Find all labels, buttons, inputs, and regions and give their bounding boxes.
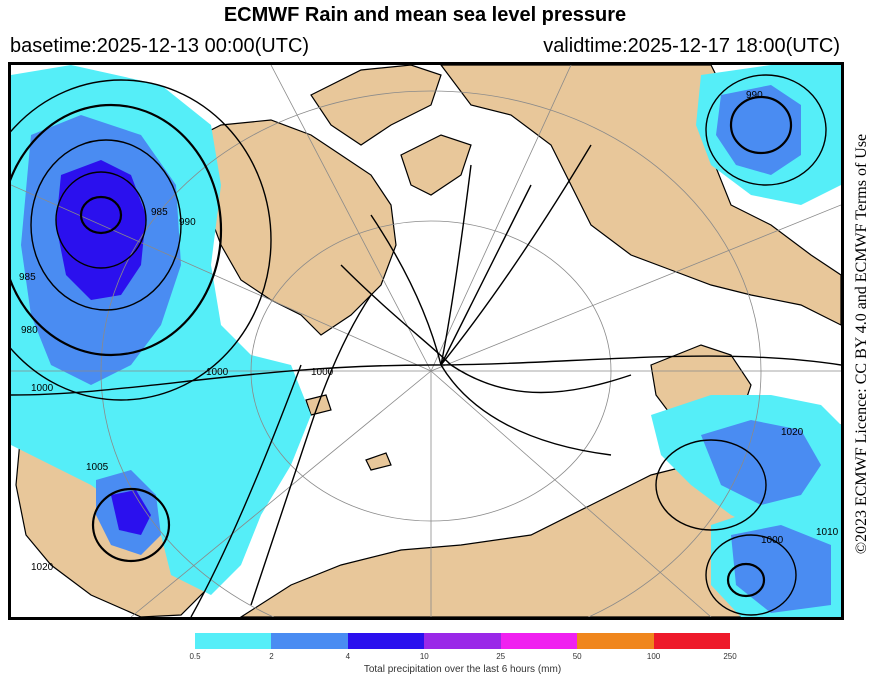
ellesmere-fragment (400, 134, 472, 196)
isobar-label: 980 (21, 325, 38, 336)
legend-swatch (271, 633, 348, 649)
isobar-label: 1020 (31, 562, 54, 573)
legend-ticks: 0.5 2 4 10 25 50 100 250 (189, 652, 736, 664)
isobar-label: 1000 (206, 367, 229, 378)
legend-title: Total precipitation over the last 6 hour… (363, 664, 562, 675)
validtime-label: validtime:2025-12-17 18:00(UTC) (543, 35, 840, 57)
isobar-layer (11, 74, 841, 617)
basetime-label: basetime:2025-12-13 00:00(UTC) (10, 35, 310, 57)
small-island-2 (365, 452, 392, 471)
map-title: ECMWF Rain and mean sea level pressure (223, 4, 627, 26)
isobar-label: 1020 (781, 427, 804, 438)
greenland (180, 119, 397, 336)
licence-label: ©2023 ECMWF Licence: CC BY 4.0 and ECMWF… (853, 133, 870, 555)
graticule (11, 65, 841, 617)
legend-tick: 250 (723, 652, 737, 661)
legend-tick: 50 (572, 652, 582, 661)
rain-moderate-siberia (701, 420, 821, 505)
legend-tick: 4 (345, 652, 351, 661)
rain-heavy-baltic (111, 490, 151, 535)
forecast-map[interactable]: 990 985 990 985 1000 1000 1005 1020 980 … (8, 62, 844, 620)
legend-tick: 0.5 (189, 652, 201, 661)
legend-swatch (195, 633, 272, 649)
isobar-label: 985 (151, 207, 168, 218)
legend-tick: 100 (646, 652, 661, 661)
legend-swatch (500, 633, 578, 649)
legend-tick: 10 (419, 652, 429, 661)
isobar-label: 990 (746, 90, 763, 101)
legend-swatch (577, 633, 654, 649)
isobar-label: 985 (19, 272, 36, 283)
licence-text: ©2023 ECMWF Licence: CC BY 4.0 and ECMWF… (852, 84, 870, 604)
precipitation-legend (195, 633, 730, 649)
isobar-label: 1010 (816, 527, 839, 538)
legend-tick: 2 (269, 652, 274, 661)
isobar-labels: 990 985 990 985 1000 1000 1005 1020 980 … (19, 90, 839, 573)
isobar-label: 990 (179, 217, 196, 228)
isobar-label: 1005 (86, 462, 109, 473)
legend-swatch (424, 633, 501, 649)
isobar-label: 1000 (761, 535, 784, 546)
canadian-arctic-islands (310, 65, 442, 146)
isobar-label: 1000 (311, 367, 334, 378)
legend-swatch (347, 633, 425, 649)
legend-swatch (653, 633, 730, 649)
map-canvas: 990 985 990 985 1000 1000 1005 1020 980 … (11, 65, 841, 617)
rain-moderate-east-siberia (731, 525, 831, 613)
precipitation-layer (11, 65, 841, 617)
legend-tick: 25 (496, 652, 506, 661)
isobar-label: 1000 (31, 383, 54, 394)
rain-heavy-low-centre (56, 160, 146, 300)
